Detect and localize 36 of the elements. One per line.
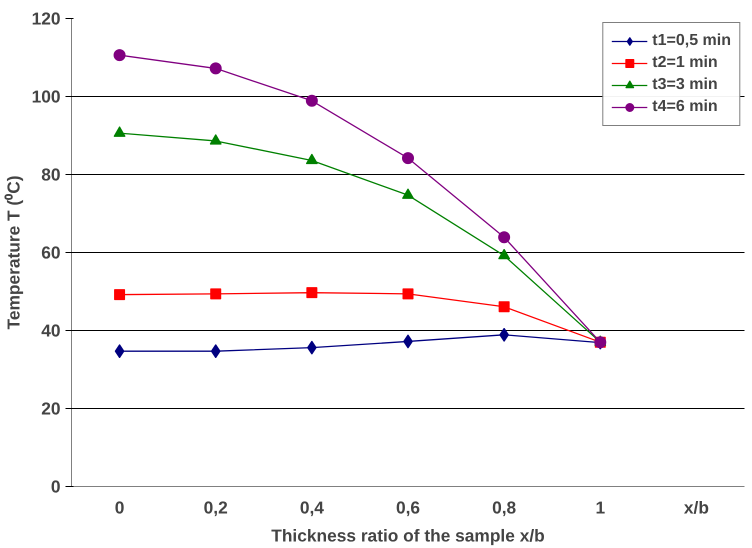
point [114,289,126,300]
point [402,288,414,300]
x-tick-label: 0,2 [204,498,228,518]
point [498,231,510,244]
x-tick-label: 0,4 [300,498,324,518]
point [210,288,222,300]
point [498,301,510,312]
x-tick-label: 0,6 [396,498,420,518]
legend-label: t4=6 min [652,98,718,116]
point [114,49,126,62]
point [306,287,318,298]
point [306,154,318,164]
point [210,344,221,358]
point [402,152,414,164]
legend-label: t2=1 min [652,54,718,72]
y-tick-label: 120 [32,8,61,28]
y-tick-label: 40 [41,320,61,340]
y-axis-title: Temperature T (⁰C) [4,176,24,330]
y-tick-label: 20 [41,398,61,418]
y-tick-label: 60 [41,242,61,262]
point [306,94,318,107]
y-tick-label: 100 [32,86,61,106]
point [402,188,414,199]
point [114,126,126,137]
x-tick-label: 1 [595,498,606,518]
x-tick-label: 0,8 [492,498,517,518]
x-tick-label: 0 [114,498,124,518]
y-tick-label: 80 [41,164,61,184]
x-tick-label: x/b [684,498,709,518]
x-axis-title: Thickness ratio of the sample x/b [271,526,545,546]
y-tick-label: 0 [50,476,61,496]
legend-label: t1=0,5 min [652,32,731,50]
point [210,134,222,145]
point [210,62,222,74]
point [498,248,510,260]
legend-label: t3=3 min [652,76,718,94]
